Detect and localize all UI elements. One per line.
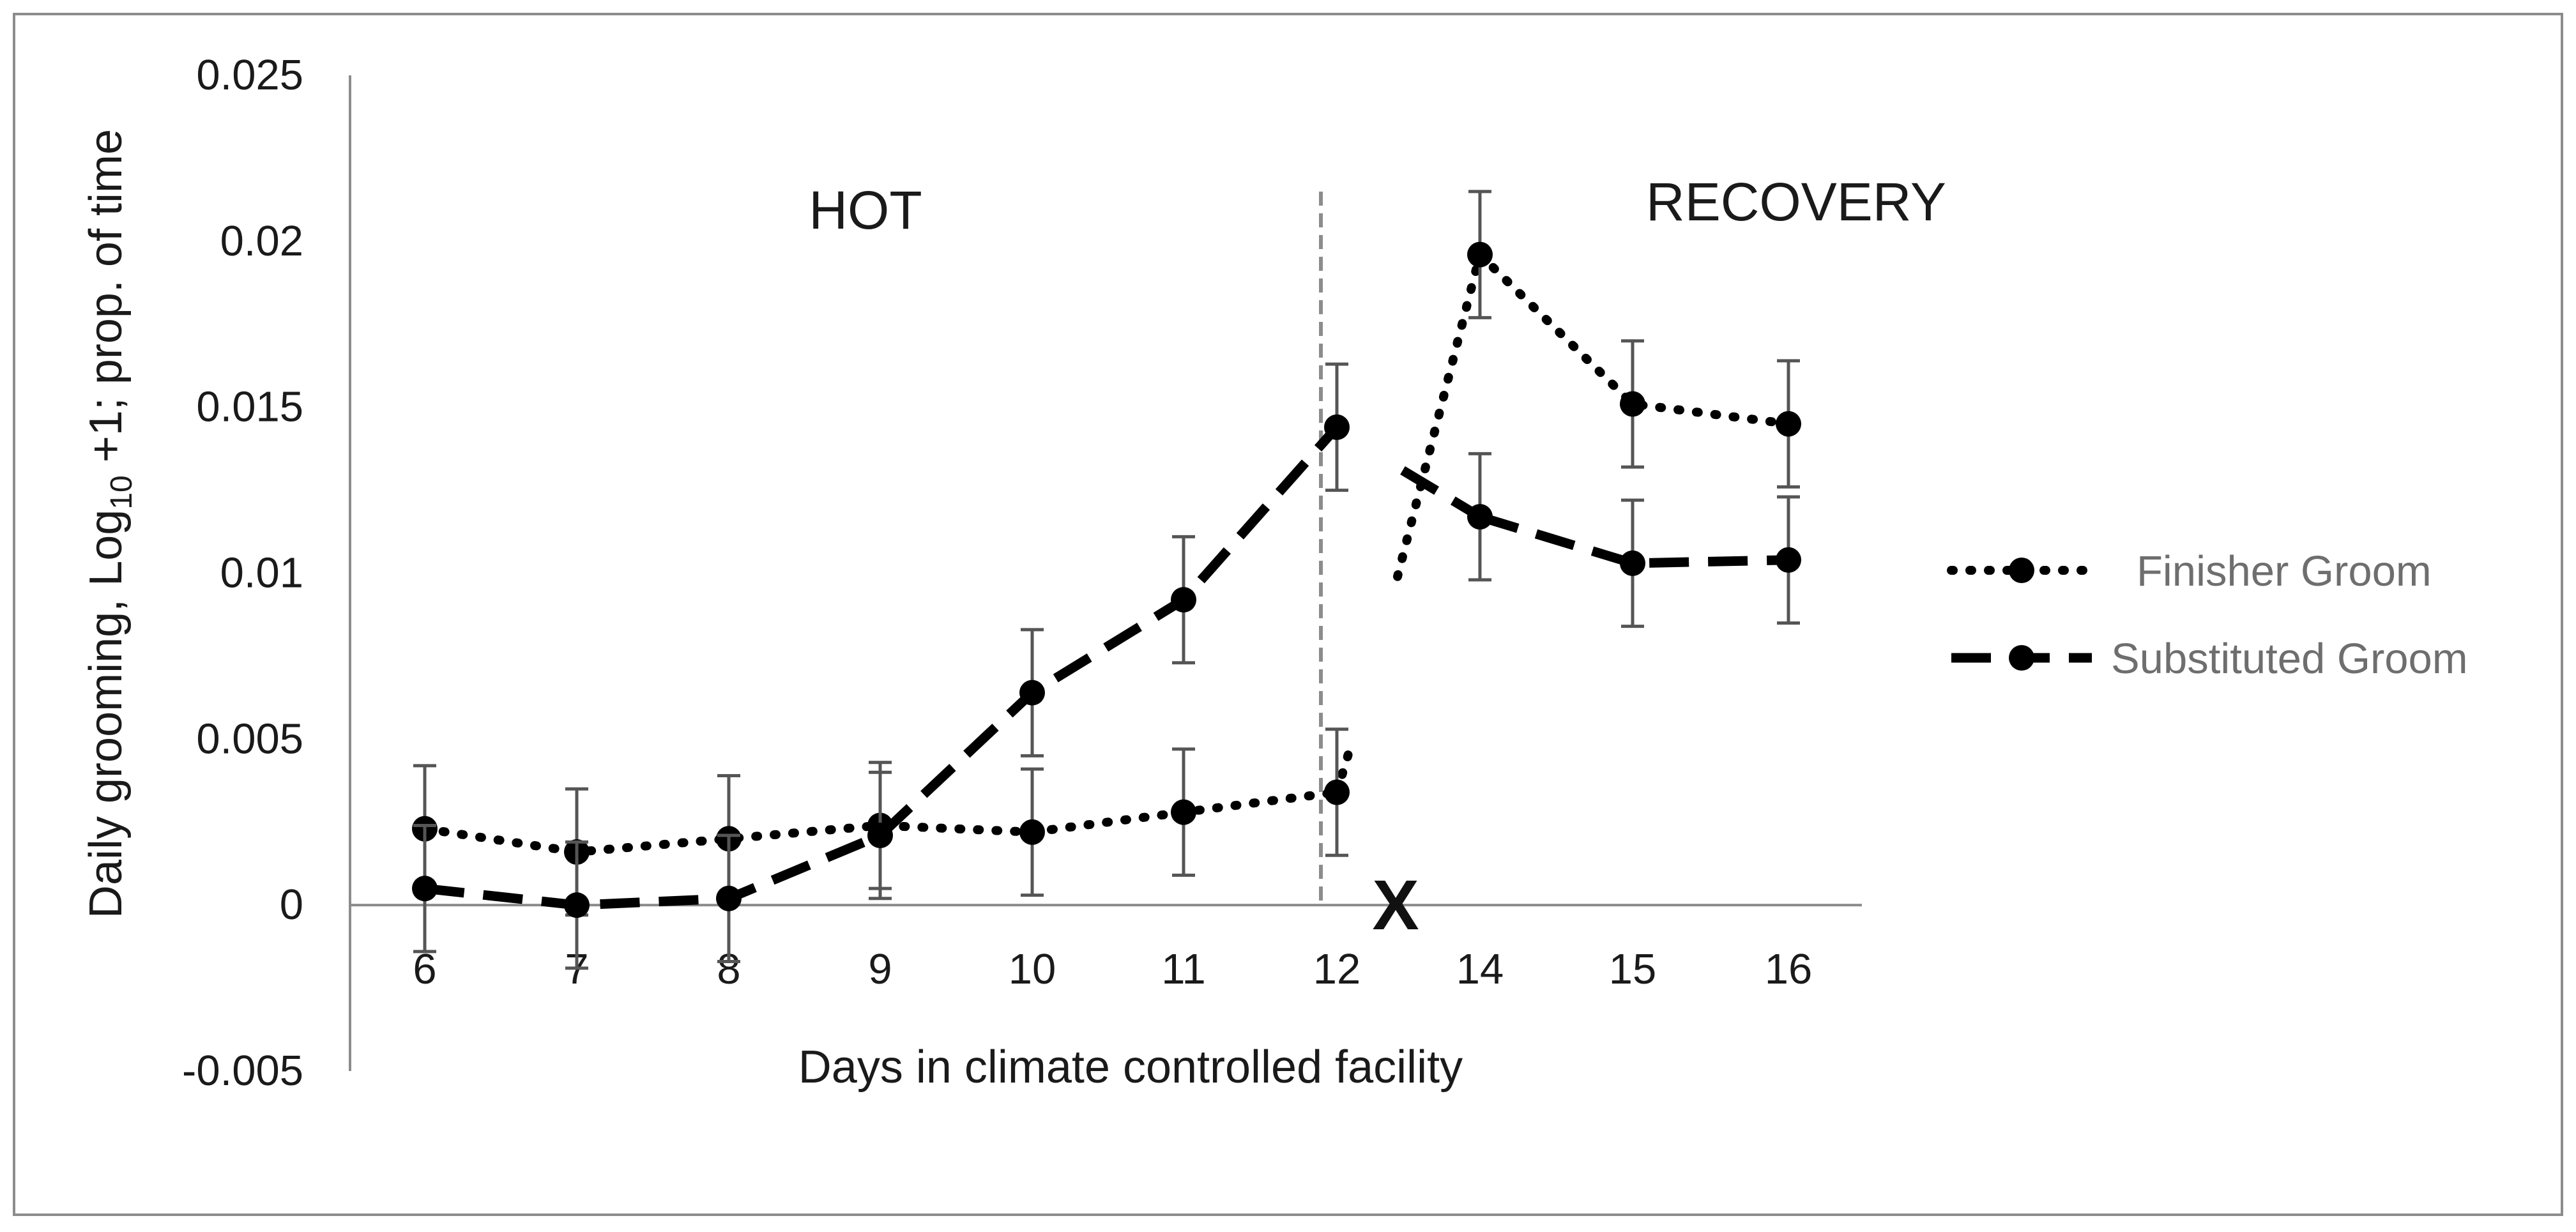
y-tick-label: 0.01 xyxy=(220,549,303,597)
x-tick-label: 9 xyxy=(868,945,892,993)
data-point xyxy=(1019,819,1045,845)
x-tick-label: 10 xyxy=(1009,945,1056,993)
series-layer xyxy=(412,190,1801,970)
legend-swatch-marker xyxy=(2009,645,2034,671)
y-tick-label: 0 xyxy=(280,881,303,929)
data-point xyxy=(1467,504,1493,530)
x-tick-label: 11 xyxy=(1161,945,1206,993)
series-stub-recovery xyxy=(1393,250,1484,581)
data-point xyxy=(1467,241,1493,268)
y-axis-title-tail: +1; prop. of time xyxy=(80,129,132,475)
y-tick-labels: 0.025 0.02 0.015 0.01 0.005 0 -0.005 xyxy=(182,51,303,1095)
y-axis-title-main: Daily grooming, Log xyxy=(80,510,132,918)
data-point xyxy=(1171,587,1196,613)
data-point xyxy=(412,876,438,902)
data-point xyxy=(1620,550,1645,576)
x-tick-label: 15 xyxy=(1609,945,1657,993)
data-point xyxy=(1776,547,1801,573)
y-tick-label: 0.005 xyxy=(196,715,303,763)
y-tick-label: -0.005 xyxy=(182,1047,303,1095)
x-tick-label: 6 xyxy=(413,945,436,993)
data-point xyxy=(1324,779,1350,805)
legend-label: Finisher Groom xyxy=(2137,547,2432,595)
data-point xyxy=(1324,414,1350,440)
data-point xyxy=(716,885,742,911)
region-label-recovery: RECOVERY xyxy=(1646,172,1946,232)
data-point xyxy=(1776,411,1801,437)
legend: Finisher Groom Substituted Groom xyxy=(1947,547,2468,683)
x-tick-label: 14 xyxy=(1456,945,1504,993)
region-label-hot: HOT xyxy=(809,180,922,240)
series-line-recovery xyxy=(1478,512,1789,568)
y-axis-title-subscript: 10 xyxy=(105,475,139,509)
x-tick-label: 12 xyxy=(1313,945,1361,993)
data-point xyxy=(1171,799,1196,825)
data-point xyxy=(564,892,590,918)
legend-swatch-marker xyxy=(2009,558,2034,583)
series-substituted-groom xyxy=(412,362,1801,970)
x-axis-title: Days in climate controlled facility xyxy=(798,1042,1463,1093)
missing-day-marker: X xyxy=(1372,866,1419,945)
x-tick-labels: 6789101112141516 xyxy=(413,945,1812,993)
chart-frame xyxy=(13,13,2563,1216)
y-tick-label: 0.02 xyxy=(220,217,303,265)
y-tick-label: 0.025 xyxy=(196,51,303,99)
data-point xyxy=(867,823,893,849)
x-tick-label: 16 xyxy=(1765,945,1813,993)
legend-label: Substituted Groom xyxy=(2111,635,2468,683)
y-tick-label: 0.015 xyxy=(196,383,303,431)
data-point xyxy=(1620,391,1645,417)
data-point xyxy=(1019,680,1045,706)
series-stub-recovery xyxy=(1400,466,1482,521)
series-line-recovery xyxy=(1475,250,1793,429)
y-axis-title: Daily grooming, Log10 +1; prop. of time xyxy=(80,129,139,918)
